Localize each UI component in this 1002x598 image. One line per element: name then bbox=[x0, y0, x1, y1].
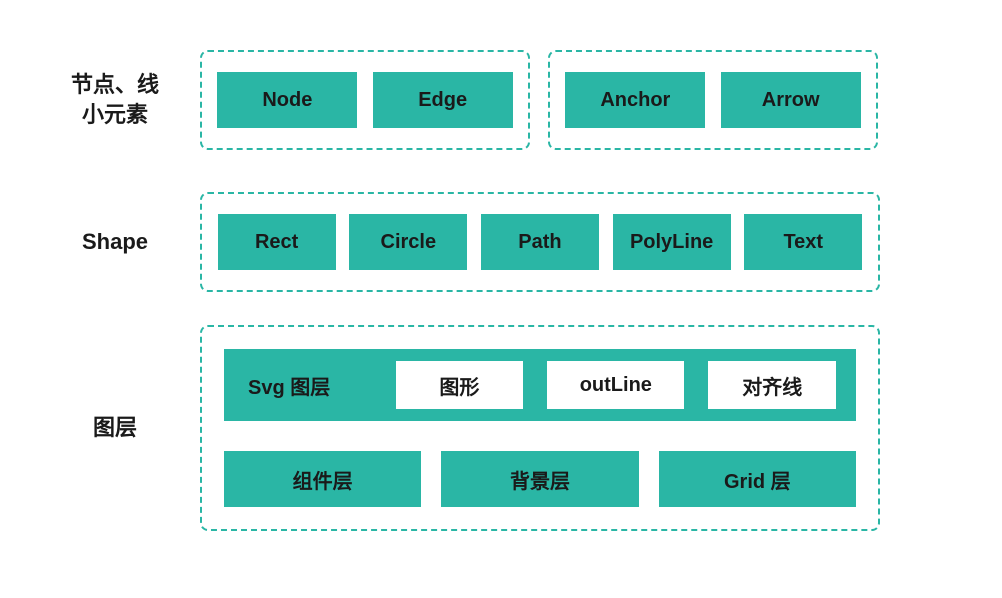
chip-path: Path bbox=[481, 214, 599, 270]
row2-label: Shape bbox=[40, 227, 190, 257]
row2-group: Rect Circle Path PolyLine Text bbox=[200, 192, 880, 292]
chip-edge: Edge bbox=[373, 72, 513, 128]
chip-shape-graphic: 图形 bbox=[396, 361, 524, 409]
chip-alignline: 对齐线 bbox=[708, 361, 836, 409]
row1-label: 节点、线 小元素 bbox=[40, 70, 190, 129]
chip-text: Text bbox=[744, 214, 862, 270]
chip-polyline: PolyLine bbox=[613, 214, 731, 270]
chip-background-layer: 背景层 bbox=[441, 451, 638, 507]
svg-layer-bar: Svg 图层 图形 outLine 对齐线 bbox=[224, 349, 856, 421]
chip-component-layer: 组件层 bbox=[224, 451, 421, 507]
row3-group: Svg 图层 图形 outLine 对齐线 组件层 背景层 Grid 层 bbox=[200, 325, 880, 531]
chip-outline: outLine bbox=[547, 361, 684, 409]
chip-rect: Rect bbox=[218, 214, 336, 270]
row1-group-a: Node Edge bbox=[200, 50, 530, 150]
row1-group-b: Anchor Arrow bbox=[548, 50, 878, 150]
chip-anchor: Anchor bbox=[565, 72, 705, 128]
svg-layer-title: Svg 图层 bbox=[244, 361, 372, 409]
chip-grid-layer: Grid 层 bbox=[659, 451, 856, 507]
chip-arrow: Arrow bbox=[721, 72, 861, 128]
row3-label: 图层 bbox=[40, 413, 190, 443]
chip-node: Node bbox=[217, 72, 357, 128]
chip-circle: Circle bbox=[349, 214, 467, 270]
